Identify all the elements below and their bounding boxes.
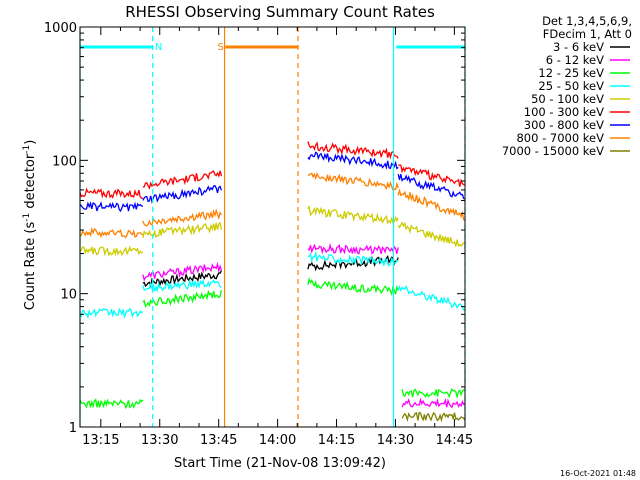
- chart-title: RHESSI Observing Summary Count Rates: [125, 3, 435, 21]
- series-3-segment-2: [307, 250, 399, 267]
- series-6-segment-1: [142, 184, 223, 205]
- axis-layer: 13:15 13:30 13:45 14:00 14:15 14:30 14:45 1 10 10…: [44, 21, 473, 448]
- x-tick-label-6: 14:45: [436, 433, 473, 448]
- series-1-segment-2: [401, 397, 466, 409]
- series-3-segment-3: [397, 284, 465, 311]
- series-1-segment-0: [142, 261, 223, 282]
- y-tick-label-3: 1000: [44, 21, 77, 36]
- series-7-segment-1: [142, 208, 222, 227]
- series-2-segment-3: [401, 387, 466, 400]
- legend-label-2: 12 - 25 keV: [538, 66, 604, 80]
- plot-frame: [79, 26, 466, 428]
- series-3-segment-1: [142, 278, 222, 293]
- y-tick-label-0: 1: [69, 421, 77, 436]
- legend-label-5: 100 - 300 keV: [524, 105, 604, 119]
- series-5-segment-0: [79, 187, 143, 199]
- series-8-segment-0: [401, 411, 466, 423]
- series-3-segment-0: [79, 307, 144, 319]
- series-7-segment-2: [307, 172, 399, 192]
- series-5-segment-1: [142, 170, 223, 190]
- series-layer: [79, 141, 466, 423]
- x-tick-label-4: 14:15: [318, 433, 355, 448]
- series-2-segment-1: [142, 289, 223, 308]
- series-2-segment-0: [79, 398, 144, 410]
- legend-label-8: 7000 - 15000 keV: [502, 144, 604, 158]
- y-tick-label-2: 100: [52, 154, 77, 169]
- x-tick-label-5: 14:30: [377, 433, 414, 448]
- series-6-segment-0: [79, 201, 144, 213]
- series-4-segment-1: [142, 221, 223, 239]
- y-tick-label-1: 10: [60, 288, 77, 303]
- marker-label-1: S: [217, 42, 223, 53]
- x-tick-label-0: 13:15: [82, 433, 119, 448]
- series-4-segment-3: [397, 221, 466, 248]
- x-tick-label-3: 14:00: [259, 433, 296, 448]
- x-tick-label-1: 13:30: [141, 433, 178, 448]
- series-2-segment-2: [307, 277, 399, 297]
- legend-label-7: 800 - 7000 keV: [516, 131, 604, 145]
- legend-header-line-2: FDecim 1, Att 0: [543, 27, 632, 41]
- legend-label-4: 50 - 100 keV: [531, 92, 604, 106]
- series-4-segment-0: [79, 245, 144, 257]
- y-axis-label: Count Rate (s-1 detector-1): [22, 140, 38, 311]
- series-1-segment-1: [307, 242, 399, 255]
- legend-header-line-1: Det 1,3,4,5,6,9,: [542, 14, 632, 28]
- series-5-segment-3: [398, 164, 466, 187]
- series-6-segment-2: [307, 151, 399, 170]
- legend: Det 1,3,4,5,6,9, FDecim 1, Att 0 3 - 6 k…: [502, 14, 632, 158]
- series-4-segment-2: [307, 205, 399, 225]
- generation-timestamp: 16-Oct-2021 01:48: [560, 469, 636, 478]
- series-7-segment-3: [397, 188, 466, 221]
- series-7-segment-0: [79, 226, 144, 239]
- legend-label-3: 25 - 50 keV: [538, 79, 604, 93]
- series-0-segment-0: [142, 270, 222, 289]
- legend-label-0: 3 - 6 keV: [553, 40, 604, 54]
- series-5-segment-2: [307, 141, 399, 160]
- legend-label-6: 300 - 800 keV: [524, 118, 604, 132]
- marker-label-0: N: [155, 42, 162, 53]
- series-6-segment-3: [397, 173, 466, 200]
- legend-label-1: 6 - 12 keV: [546, 53, 604, 67]
- x-tick-label-2: 13:45: [200, 433, 237, 448]
- x-axis-label: Start Time (21-Nov-08 13:09:42): [174, 456, 386, 471]
